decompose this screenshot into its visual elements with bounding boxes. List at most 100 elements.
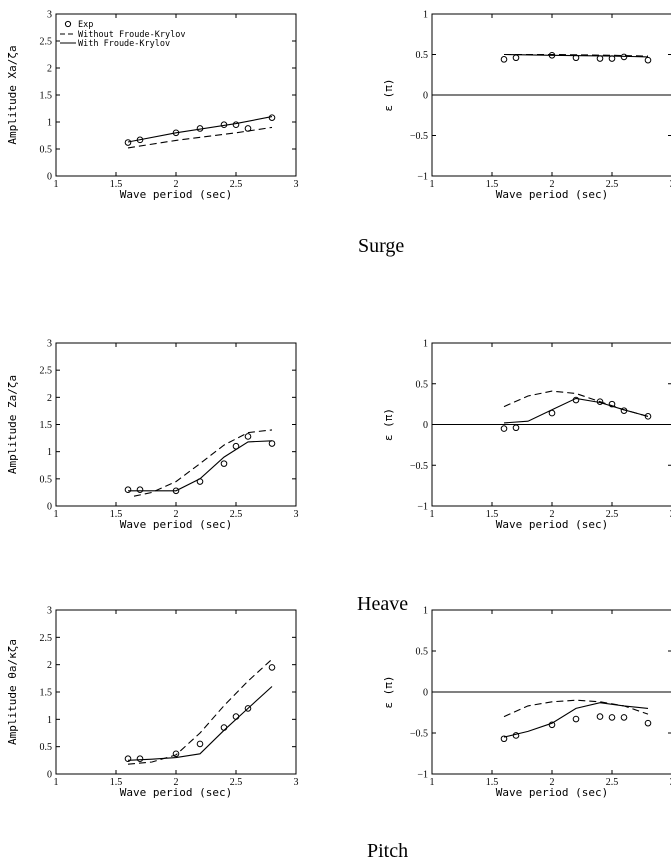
y-axis-label: ε (π) <box>382 675 395 708</box>
x-tick-label: 1 <box>430 777 435 788</box>
x-tick-label: 1 <box>430 179 435 190</box>
x-tick-label: 3 <box>294 509 299 520</box>
data-point-exp <box>124 139 132 146</box>
series-line-without-fk <box>127 658 273 765</box>
y-axis-label: ε (π) <box>382 408 395 441</box>
x-tick-label: 3 <box>294 777 299 788</box>
x-tick-label: 1.5 <box>110 179 123 190</box>
x-tick-label: 2.5 <box>230 179 243 190</box>
y-tick-label: −1 <box>417 172 428 183</box>
x-tick-label: 2.5 <box>606 179 619 190</box>
y-tick-label: 0 <box>423 420 428 431</box>
y-tick-label: 0.5 <box>40 145 53 156</box>
data-point-exp <box>620 714 628 721</box>
section-label-surge: Surge <box>358 235 405 257</box>
data-point-exp <box>608 714 616 721</box>
y-axis-label: Amplitude θa/κζa <box>6 639 19 745</box>
y-tick-label: 0.5 <box>416 50 429 61</box>
y-tick-label: 2.5 <box>40 37 53 48</box>
x-tick-label: 3 <box>670 777 671 788</box>
y-axis-label: ε (π) <box>382 78 395 111</box>
y-tick-label: 1 <box>47 118 52 129</box>
y-tick-label: 0.5 <box>40 474 53 485</box>
y-tick-label: 0 <box>423 688 428 699</box>
series-line-without-fk <box>133 429 273 497</box>
x-tick-label: 2.5 <box>606 509 619 520</box>
data-point-exp <box>268 114 276 121</box>
x-axis-label: Wave period (sec) <box>496 518 609 531</box>
y-tick-label: 0 <box>47 502 52 513</box>
x-tick-label: 2 <box>174 179 179 190</box>
series-line-with-fk <box>503 397 649 424</box>
x-axis-label: Wave period (sec) <box>120 188 233 201</box>
x-tick-label: 2 <box>550 777 555 788</box>
series-line-with-fk <box>503 702 649 738</box>
x-tick-label: 1.5 <box>110 777 123 788</box>
y-tick-label: 1.5 <box>40 688 53 699</box>
chart-heave-amplitude: 1 1.5 2 2.5 3 0 0.5 1 1.5 2 2.5 3 Wave period (sec) A… <box>6 339 299 532</box>
y-tick-label: 3 <box>47 339 52 350</box>
chart-surge-phase: 1 1.5 2 2.5 3 −1 −0.5 0 0.5 1 Wave period (sec) ε (… <box>382 10 671 201</box>
x-tick-label: 2.5 <box>230 777 243 788</box>
x-tick-label: 3 <box>670 509 671 520</box>
y-tick-label: 1 <box>47 715 52 726</box>
y-tick-label: −1 <box>417 770 428 781</box>
y-tick-label: −1 <box>417 502 428 513</box>
y-tick-label: 0 <box>47 172 52 183</box>
y-tick-label: 2.5 <box>40 366 53 377</box>
y-axis-label: Amplitude Xa/ζa <box>6 45 19 144</box>
y-tick-label: 2 <box>47 660 52 671</box>
data-point-exp <box>512 54 520 62</box>
y-axis-label: Amplitude Za/ζa <box>6 375 19 474</box>
x-tick-label: 1.5 <box>486 509 499 520</box>
chart-pitch-amplitude: 1 1.5 2 2.5 3 0 0.5 1 1.5 2 2.5 3 Wave period (sec) A… <box>6 606 299 800</box>
section-label-pitch: Pitch <box>367 840 409 862</box>
series-line-with-fk <box>503 53 649 58</box>
plot-frame <box>55 609 297 775</box>
x-tick-label: 1.5 <box>486 777 499 788</box>
series-line-with-fk <box>127 686 273 761</box>
chart-heave-phase: 1 1.5 2 2.5 3 −1 −0.5 0 0.5 1 Wave period (sec) ε (… <box>382 339 671 531</box>
x-tick-label: 1 <box>430 509 435 520</box>
x-axis-label: Wave period (sec) <box>496 786 609 799</box>
x-tick-label: 3 <box>670 179 671 190</box>
data-point-exp <box>124 486 132 494</box>
data-point-exp <box>596 713 604 720</box>
x-tick-label: 2 <box>174 509 179 520</box>
data-point-exp <box>500 56 508 63</box>
x-tick-label: 2 <box>174 777 179 788</box>
x-tick-label: 2 <box>550 179 555 190</box>
x-tick-label: 1.5 <box>486 179 499 190</box>
y-tick-label: 0 <box>47 770 52 781</box>
data-point-exp <box>220 724 228 731</box>
y-tick-label: 0.5 <box>416 379 429 390</box>
data-point-exp <box>268 664 276 671</box>
data-point-exp <box>196 740 204 748</box>
x-tick-label: 1.5 <box>110 509 123 520</box>
chart-pitch-phase: 1 1.5 2 2.5 3 −1 −0.5 0 0.5 1 Wave period (sec) ε (… <box>382 606 671 799</box>
y-tick-label: 2 <box>47 393 52 404</box>
data-point-exp <box>268 440 276 447</box>
data-point-exp <box>596 55 604 62</box>
series-line-with-fk <box>127 116 273 143</box>
data-point-exp <box>136 486 144 494</box>
y-tick-label: 3 <box>47 606 52 617</box>
legend-exp-marker <box>64 20 72 28</box>
legend-without-label: Without Froude-Krylov <box>78 30 185 40</box>
data-point-exp <box>512 424 520 432</box>
series-line-with-fk <box>128 440 273 492</box>
y-tick-label: 1.5 <box>40 91 53 102</box>
x-tick-label: 2.5 <box>230 509 243 520</box>
data-point-exp <box>500 735 508 743</box>
x-tick-label: 1 <box>54 509 59 520</box>
y-tick-label: 1 <box>423 10 428 21</box>
y-tick-label: −0.5 <box>410 461 428 472</box>
x-tick-label: 2 <box>550 509 555 520</box>
y-tick-label: 0.5 <box>40 742 53 753</box>
y-tick-label: 1 <box>423 606 428 617</box>
data-point-exp <box>572 715 580 723</box>
x-tick-label: 3 <box>294 179 299 190</box>
legend-exp-label: Exp <box>78 20 93 30</box>
